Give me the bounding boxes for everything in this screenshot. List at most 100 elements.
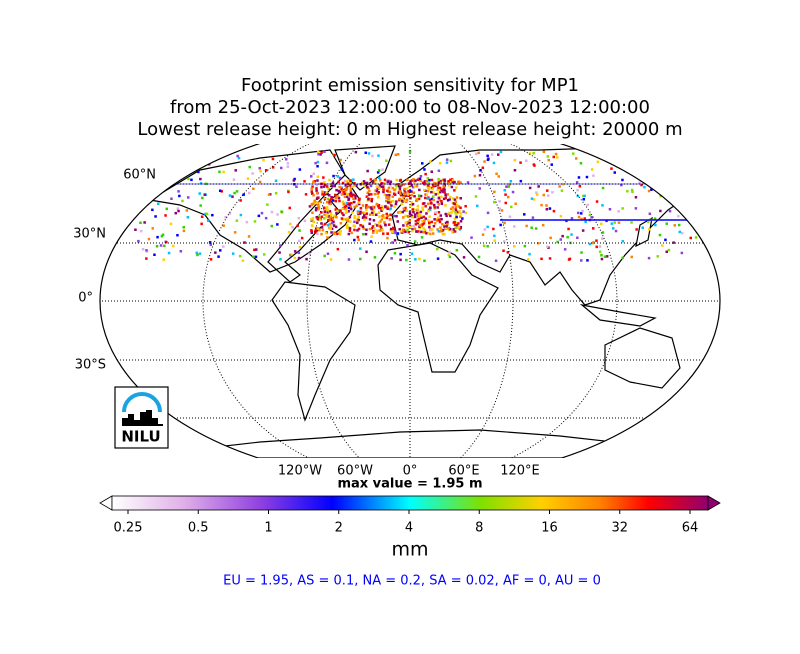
emission-cell: [414, 213, 417, 216]
colorbar-tick-label: 8: [475, 521, 483, 536]
emission-cell: [427, 187, 431, 191]
emission-cell: [253, 248, 256, 252]
emission-cell: [393, 239, 397, 242]
emission-cell: [441, 178, 445, 182]
emission-cell: [429, 206, 432, 209]
emission-cell: [428, 215, 431, 218]
emission-cell: [476, 204, 479, 208]
emission-cell: [466, 181, 470, 184]
emission-cell: [647, 189, 651, 193]
emission-cell: [333, 214, 336, 218]
emission-cell: [153, 253, 156, 256]
emission-cell: [408, 211, 412, 214]
emission-cell: [386, 232, 389, 235]
emission-cell: [483, 160, 486, 163]
emission-cell: [364, 216, 368, 219]
emission-cell: [246, 177, 250, 180]
emission-cell: [199, 177, 202, 181]
emission-cell: [336, 232, 339, 236]
emission-cell: [434, 211, 437, 214]
emission-cell: [462, 210, 465, 213]
emission-cell: [448, 181, 451, 184]
emission-cell: [452, 221, 455, 224]
emission-cell: [385, 159, 388, 162]
emission-cell: [685, 204, 688, 207]
emission-cell: [439, 214, 442, 217]
emission-cell: [424, 205, 427, 208]
emission-cell: [452, 202, 456, 205]
emission-cell: [326, 200, 329, 204]
emission-cell: [385, 195, 389, 199]
emission-cell: [329, 258, 333, 261]
emission-cell: [315, 197, 319, 200]
emission-cell: [377, 211, 381, 214]
emission-cell: [454, 211, 457, 214]
emission-cell: [373, 178, 376, 182]
emission-cell: [346, 217, 349, 220]
emission-cell: [361, 225, 365, 228]
emission-cell: [582, 194, 585, 198]
emission-cell: [432, 195, 435, 198]
emission-cell: [356, 211, 360, 215]
emission-cell: [346, 180, 349, 183]
emission-cell: [341, 189, 344, 193]
emission-cell: [367, 152, 371, 155]
emission-cell: [442, 190, 445, 194]
emission-cell: [133, 214, 136, 217]
emission-cell: [565, 219, 568, 223]
emission-cell: [432, 224, 436, 228]
emission-cell: [699, 158, 703, 161]
emission-cell: [365, 212, 368, 215]
emission-cell: [381, 228, 384, 232]
emission-cell: [455, 196, 459, 199]
emission-cell: [367, 193, 371, 196]
emission-cell: [442, 197, 446, 201]
emission-cell: [454, 200, 457, 204]
emission-cell: [338, 185, 341, 189]
emission-cell: [349, 205, 352, 208]
emission-cell: [464, 205, 467, 208]
emission-cell: [232, 178, 236, 181]
emission-cell: [411, 229, 414, 233]
emission-cell: [395, 178, 398, 182]
emission-cell: [631, 190, 634, 194]
emission-cell: [514, 202, 517, 205]
emission-cell: [354, 150, 358, 154]
emission-cell: [610, 222, 614, 225]
emission-cell: [398, 197, 401, 201]
emission-cell: [430, 202, 433, 205]
emission-cell: [430, 197, 434, 201]
emission-cell: [446, 199, 450, 202]
emission-cell: [321, 193, 324, 196]
emission-cell: [322, 176, 325, 179]
emission-cell: [271, 157, 275, 161]
emission-cell: [354, 194, 357, 198]
emission-cell: [393, 188, 396, 192]
emission-cell: [407, 230, 410, 234]
emission-cell: [447, 212, 450, 216]
emission-cell: [365, 208, 368, 212]
indonesia: [579, 303, 657, 327]
emission-cell: [293, 250, 297, 253]
emission-cell: [444, 226, 448, 230]
emission-cell: [344, 184, 347, 187]
emission-cell: [330, 197, 333, 201]
emission-cell: [605, 219, 608, 223]
emission-cell: [353, 200, 356, 204]
emission-cell: [406, 178, 409, 182]
emission-cell: [385, 216, 389, 220]
emission-cell: [613, 161, 617, 165]
logo-text: NILU: [121, 428, 160, 446]
emission-cell: [339, 233, 342, 236]
emission-cell: [654, 223, 657, 227]
emission-cell: [580, 251, 583, 254]
emission-cell: [356, 221, 359, 225]
emission-cell: [333, 184, 336, 188]
emission-cell: [386, 189, 389, 192]
emission-cell: [310, 203, 314, 206]
emission-cell: [347, 206, 351, 210]
emission-cell: [312, 202, 315, 205]
emission-cell: [389, 180, 393, 183]
emission-cell: [535, 191, 538, 194]
emission-cell: [314, 226, 318, 230]
